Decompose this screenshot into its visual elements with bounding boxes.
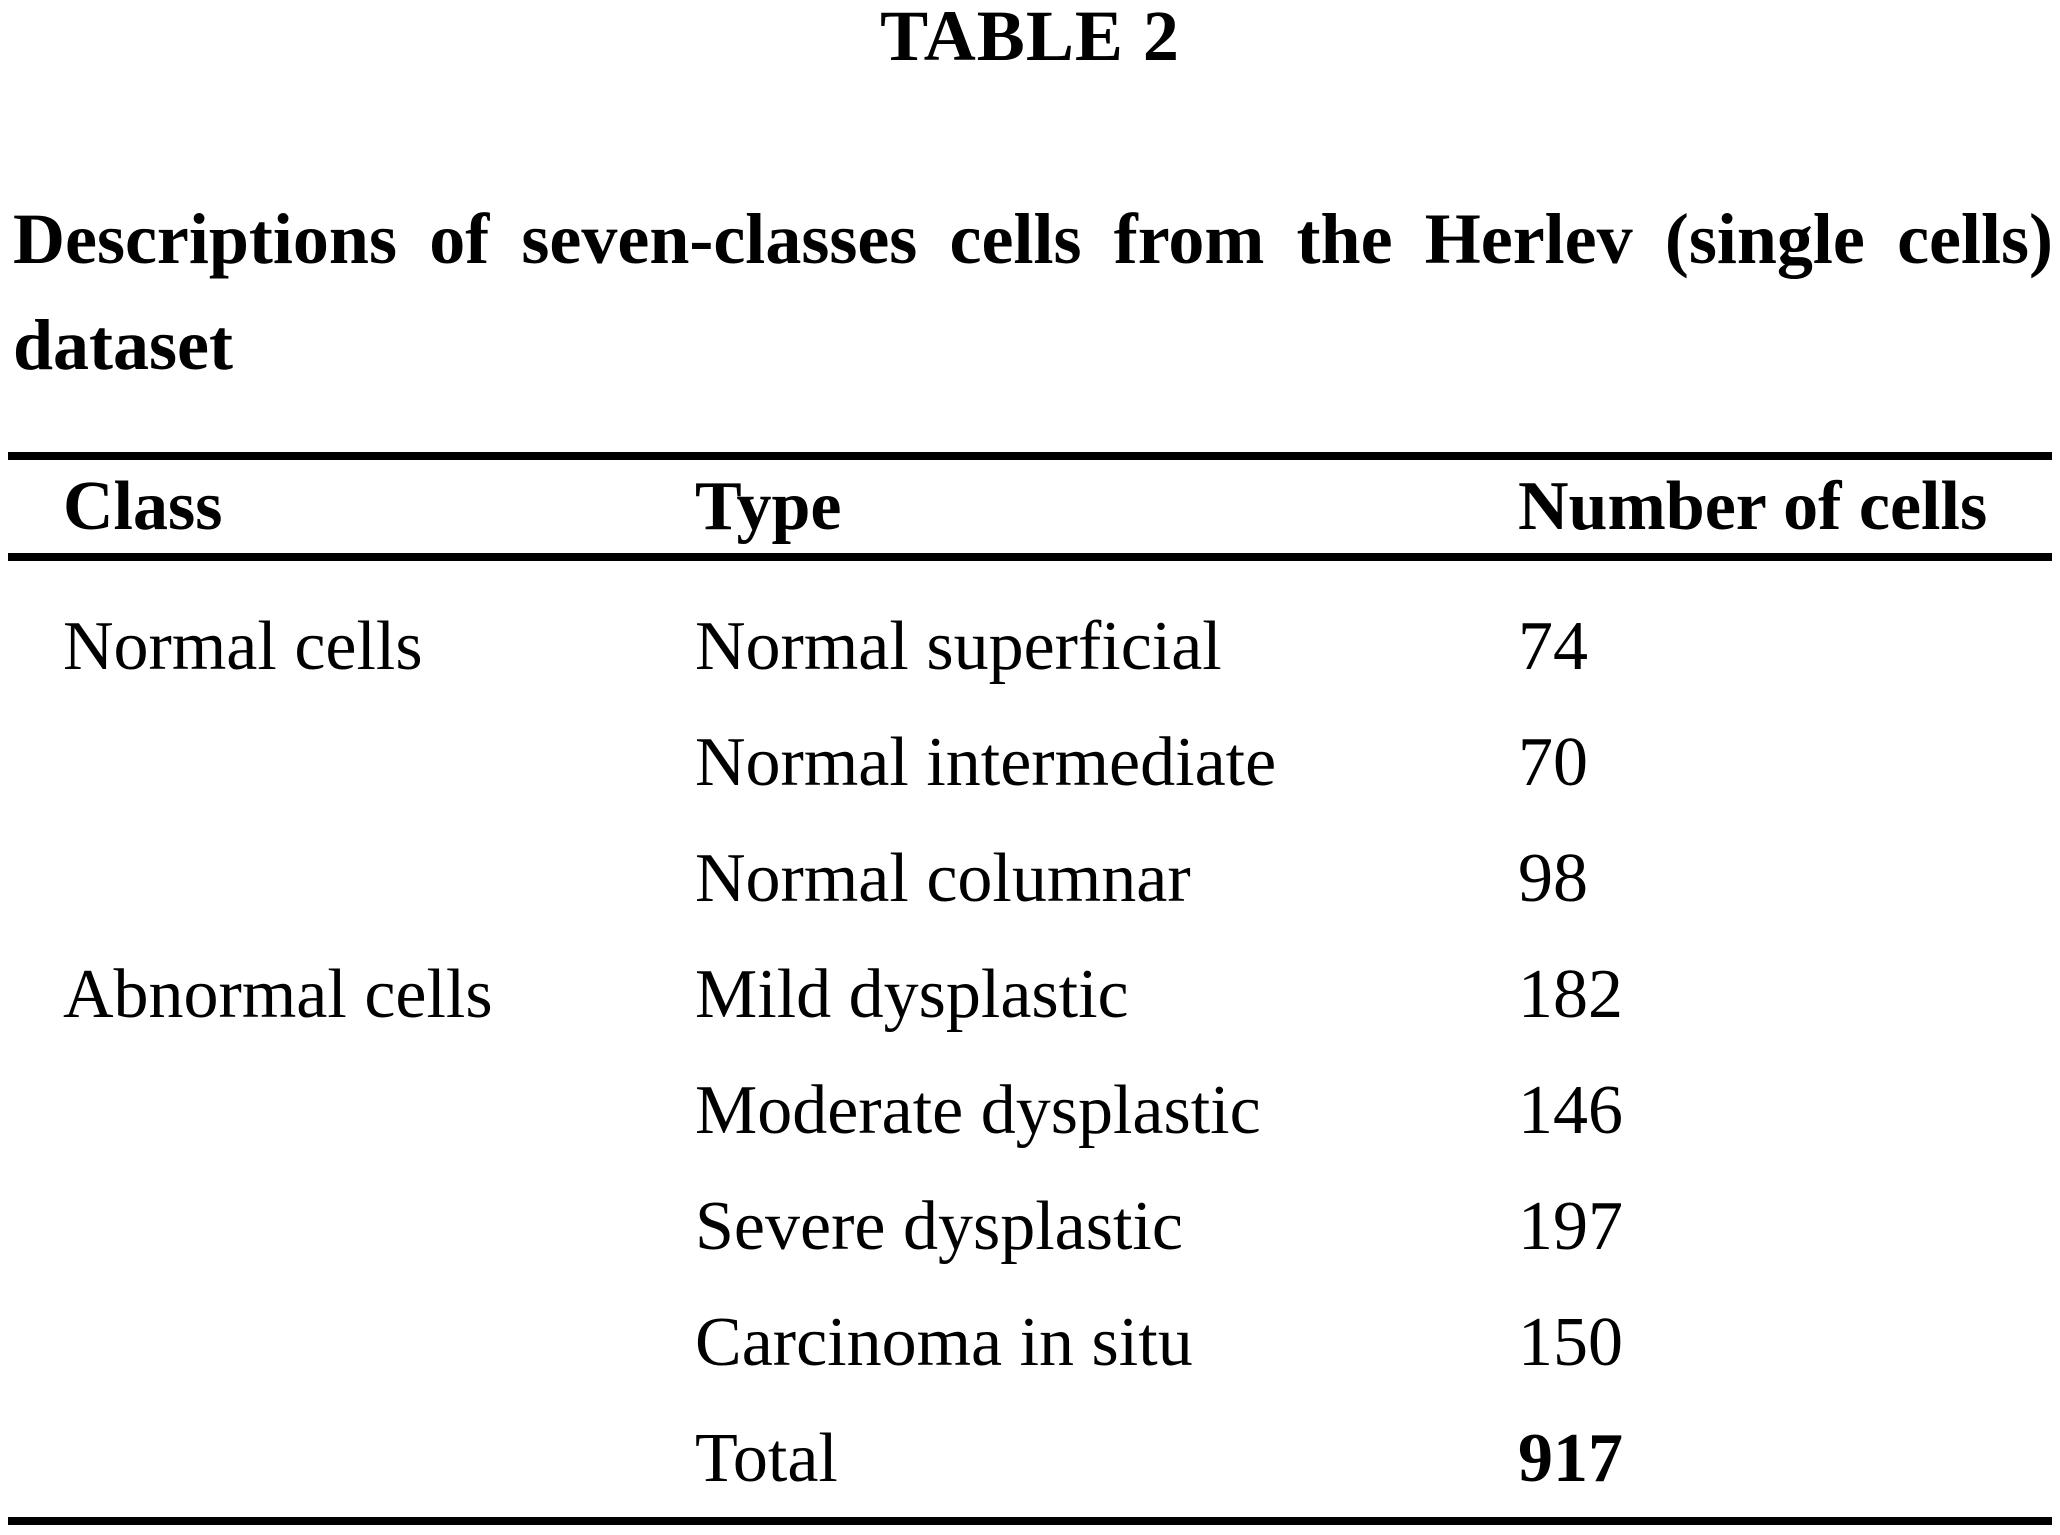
table-row: Moderate dysplastic 146 — [8, 1053, 2052, 1169]
cell-type: Carcinoma in situ — [695, 1304, 1193, 1381]
caption-line-1: Descriptions of seven-classes cells from… — [13, 199, 2053, 279]
caption-line-2: dataset — [13, 305, 233, 385]
cell-class: Normal cells — [63, 608, 423, 685]
cell-type: Normal intermediate — [695, 724, 1277, 801]
table-row: Abnormal cells Mild dysplastic 182 — [8, 937, 2052, 1053]
table-row: Normal cells Normal superficial 74 — [8, 589, 2052, 705]
cell-type: Normal columnar — [695, 840, 1191, 917]
header-number-of-cells: Number of cells — [1518, 467, 1988, 545]
cell-type: Mild dysplastic — [695, 956, 1129, 1033]
cell-count: 150 — [1518, 1304, 1623, 1381]
table-header-rule — [8, 553, 2052, 561]
cell-count: 197 — [1518, 1188, 1623, 1265]
table-caption: Descriptions of seven-classes cells from… — [13, 186, 2053, 398]
header-class: Class — [63, 467, 223, 545]
table-row: Normal intermediate 70 — [8, 705, 2052, 821]
cell-class: Abnormal cells — [63, 956, 493, 1033]
table-label: TABLE 2 — [880, 0, 1180, 76]
table-top-rule — [8, 452, 2052, 460]
cell-count-total: 917 — [1518, 1420, 1623, 1497]
cell-count: 182 — [1518, 956, 1623, 1033]
cell-type: Severe dysplastic — [695, 1188, 1183, 1265]
cell-type: Total — [695, 1420, 838, 1497]
data-table: Class Type Number of cells Normal cells … — [8, 452, 2052, 1525]
table-body: Normal cells Normal superficial 74 Norma… — [8, 561, 2052, 1517]
table-row: Normal columnar 98 — [8, 821, 2052, 937]
table-row-total: Total 917 — [8, 1401, 2052, 1517]
table-bottom-rule — [8, 1517, 2052, 1525]
table-row: Carcinoma in situ 150 — [8, 1285, 2052, 1401]
cell-count: 70 — [1518, 724, 1588, 801]
cell-count: 146 — [1518, 1072, 1623, 1149]
cell-type: Moderate dysplastic — [695, 1072, 1261, 1149]
cell-count: 74 — [1518, 608, 1588, 685]
header-type: Type — [695, 467, 842, 545]
cell-count: 98 — [1518, 840, 1588, 917]
cell-type: Normal superficial — [695, 608, 1222, 685]
table-row: Severe dysplastic 197 — [8, 1169, 2052, 1285]
table-header-row: Class Type Number of cells — [8, 460, 2052, 553]
